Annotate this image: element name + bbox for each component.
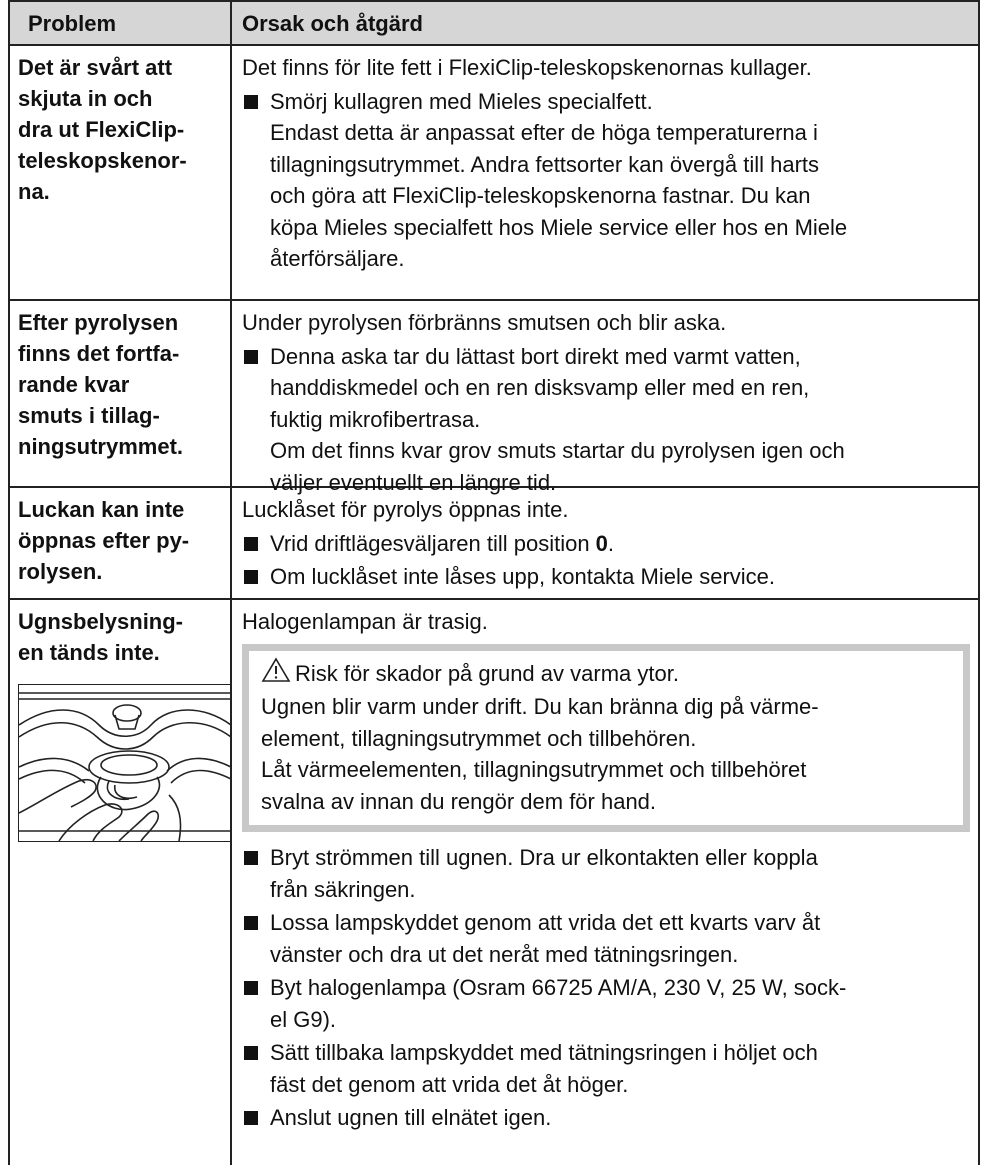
step-line: från säkringen. bbox=[270, 876, 416, 902]
step-line: Sätt tillbaka lampskyddet med tätningsri… bbox=[270, 1040, 818, 1065]
problem-line: finns det fortfa- bbox=[18, 341, 180, 366]
warning-line: svalna av innan du rengör dem för hand. bbox=[261, 788, 657, 814]
problem-line: Ugnsbelysning- bbox=[18, 609, 184, 634]
warning-triangle bbox=[261, 656, 291, 682]
step-line: Smörj kullagren med Mieles specialfett. bbox=[270, 88, 653, 114]
step: Byt halogenlampa (Osram 66725 AM/A, 230 … bbox=[242, 972, 970, 1035]
problem-line: Det är svårt att bbox=[18, 55, 173, 80]
step-line: vänster och dra ut det neråt med tätning… bbox=[270, 941, 739, 967]
warning-line: Låt värmeelementen, tillagningsutrymmet … bbox=[261, 757, 807, 782]
warning-line: element, tillagningsutrymmet och tillbeh… bbox=[261, 725, 697, 751]
step-line: Byt halogenlampa (Osram 66725 AM/A, 230 … bbox=[270, 975, 847, 1000]
step-line: väljer eventuellt en längre tid. bbox=[270, 469, 557, 495]
table-row: Luckan kan inte öppnas efter py-rolysen. L… bbox=[10, 488, 978, 600]
step-line: och göra att FlexiClip-teleskopskenorna … bbox=[270, 183, 811, 208]
problem-line: smuts i tillag- bbox=[18, 403, 160, 428]
step: Sätt tillbaka lampskyddet med tätningsri… bbox=[242, 1037, 970, 1100]
step-line: Bryt strömmen till ugnen. Dra ur elkonta… bbox=[270, 845, 818, 870]
problem-line: rande kvar bbox=[18, 372, 130, 397]
cause-cell: Det finns för lite fett i FlexiClip-tele… bbox=[232, 46, 978, 299]
step-line: el G9). bbox=[270, 1006, 337, 1032]
problem-line: rolysen. bbox=[18, 559, 103, 584]
step-bold: 0 bbox=[595, 530, 608, 556]
problem-line: Luckan kan inte bbox=[18, 497, 185, 522]
step-text: Vrid driftlägesväljaren till position bbox=[270, 530, 596, 556]
step-line: återförsäljare. bbox=[270, 246, 405, 271]
step: Vrid driftlägesväljaren till position 0. bbox=[242, 528, 970, 560]
step-line: Endast detta är anpassat efter de höga t… bbox=[270, 120, 818, 145]
step-line: Om det finns kvar grov smuts startar du … bbox=[270, 438, 845, 463]
warning-box: Risk för skador på grund av varma ytor. U… bbox=[242, 643, 970, 832]
table-row: Det är svårt att skjuta in och dra ut Flex… bbox=[10, 46, 978, 301]
step-line: Anslut ugnen till elnätet igen. bbox=[270, 1105, 552, 1130]
step: Bryt strömmen till ugnen. Dra ur elkonta… bbox=[242, 842, 970, 905]
warning-title-row: Risk för skador på grund av varma ytor. bbox=[261, 656, 953, 692]
step-line: köpa Mieles specialfett hos Miele servic… bbox=[270, 214, 848, 240]
warning-icon bbox=[261, 656, 295, 692]
problem-line: dra ut FlexiClip- bbox=[18, 117, 185, 142]
lamp-illustration bbox=[18, 684, 232, 842]
header-cell: Orsak och åtgärd bbox=[242, 11, 423, 36]
cause-text: Halogenlampan är trasig. bbox=[242, 609, 488, 634]
problem-line: ningsutrymmet. bbox=[18, 434, 184, 459]
cause-text: Under pyrolysen förbränns smutsen och bl… bbox=[242, 310, 727, 335]
step: Anslut ugnen till elnätet igen. bbox=[242, 1102, 970, 1134]
header-row: Problem Orsak och åtgärd bbox=[10, 2, 978, 46]
step-line: tillagningsutrymmet. Andra fettsorter ka… bbox=[270, 151, 820, 177]
step-line: fuktig mikrofibertrasa. bbox=[270, 406, 481, 432]
problem-line: teleskopskenor- bbox=[18, 148, 187, 173]
problem-line: en tänds inte. bbox=[18, 640, 160, 665]
problem-line: Efter pyrolysen bbox=[18, 310, 179, 335]
step-line: Denna aska tar du lättast bort direkt me… bbox=[270, 343, 801, 369]
cause-cell: Halogenlampan är trasig. Risk för skador … bbox=[232, 600, 978, 1165]
problem-line: skjuta in och bbox=[18, 86, 153, 111]
table-row: Efter pyrolysen finns det fortfa-rande kv… bbox=[10, 301, 978, 495]
step-line: Om lucklåset inte låses upp, kontakta Mi… bbox=[270, 564, 776, 589]
problem-cell: Det är svårt att skjuta in och dra ut Flex… bbox=[10, 46, 232, 299]
step-line: handdiskmedel och en ren disksvamp eller… bbox=[270, 375, 810, 400]
troubleshooting-table: Problem Orsak och åtgärd Det är svårt at… bbox=[8, 0, 980, 1165]
cause-cell: Under pyrolysen förbränns smutsen och bl… bbox=[232, 301, 978, 495]
header-cell: Problem bbox=[10, 2, 232, 44]
problem-cell: Luckan kan inte öppnas efter py-rolysen. bbox=[10, 488, 232, 598]
step-line: fäst det genom att vrida det åt höger. bbox=[270, 1071, 629, 1097]
problem-cell: Efter pyrolysen finns det fortfa-rande kv… bbox=[10, 301, 232, 486]
cause-text: Det finns för lite fett i FlexiClip-tele… bbox=[242, 55, 812, 80]
problem-line: öppnas efter py- bbox=[18, 528, 190, 553]
step-line: Lossa lampskyddet genom att vrida det et… bbox=[270, 910, 821, 935]
cause-text: Lucklåset för pyrolys öppnas inte. bbox=[242, 497, 569, 522]
step: Lossa lampskyddet genom att vrida det et… bbox=[242, 907, 970, 970]
step: Smörj kullagren med Mieles specialfett. E… bbox=[242, 86, 970, 275]
cause-cell: Lucklåset för pyrolys öppnas inte. Vrid d… bbox=[232, 488, 978, 598]
step-text: . bbox=[607, 530, 615, 556]
step: Om lucklåset inte låses upp, kontakta Mi… bbox=[242, 561, 970, 593]
table-row: Ugnsbelysning-en tänds inte. Halogenlampa… bbox=[10, 600, 978, 1165]
problem-line: na. bbox=[18, 179, 50, 204]
step-line: Vrid driftlägesväljaren till position 0. bbox=[270, 528, 970, 560]
step: Denna aska tar du lättast bort direkt me… bbox=[242, 341, 970, 499]
warning-title: Risk för skador på grund av varma ytor. bbox=[295, 661, 679, 686]
problem-cell: Ugnsbelysning-en tänds inte. bbox=[10, 600, 232, 1165]
warning-line: Ugnen blir varm under drift. Du kan brän… bbox=[261, 694, 819, 719]
